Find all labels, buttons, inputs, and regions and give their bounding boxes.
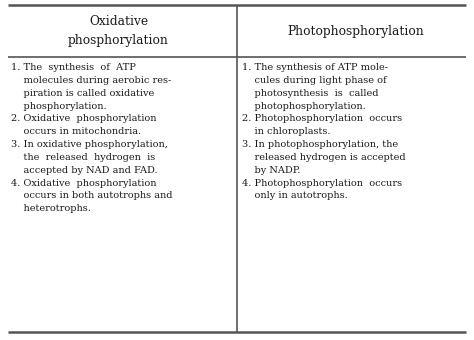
Text: Oxidative
phosphorylation: Oxidative phosphorylation (68, 15, 169, 47)
Text: 1. The  synthesis  of  ATP
    molecules during aerobic res-
    piration is cal: 1. The synthesis of ATP molecules during… (11, 63, 173, 214)
Text: 1. The synthesis of ATP mole-
    cules during light phase of
    photosynthesis: 1. The synthesis of ATP mole- cules duri… (242, 63, 406, 201)
Text: Photophosphorylation: Photophosphorylation (287, 24, 424, 37)
